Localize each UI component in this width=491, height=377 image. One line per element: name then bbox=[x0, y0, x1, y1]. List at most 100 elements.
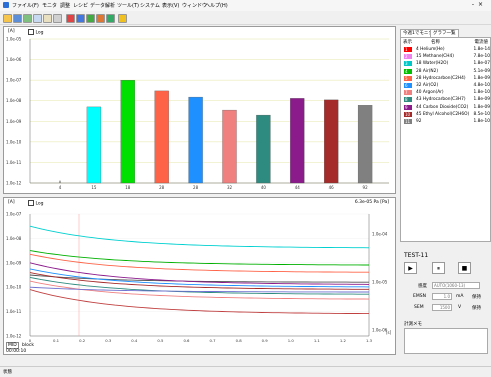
monitor-row[interactable]: 11 92 1.8e-10 bbox=[401, 118, 491, 125]
channel-value: 1.8e-10 bbox=[473, 119, 491, 124]
sensitivity-select[interactable]: AUTO(1060-13) bbox=[432, 282, 480, 289]
x-tick-label: 0 bbox=[29, 338, 32, 343]
trend-line bbox=[29, 253, 369, 273]
spectrum-bar bbox=[222, 109, 237, 184]
channel-color-swatch[interactable] bbox=[404, 54, 412, 60]
emission-state[interactable]: 保持 bbox=[472, 295, 481, 300]
y-right-tick-label: 1.0e-05 bbox=[372, 280, 388, 285]
channel-value: 1.8e-09 bbox=[473, 97, 491, 103]
status-bar: 状態 bbox=[0, 366, 491, 377]
table-icon[interactable] bbox=[86, 14, 95, 23]
grid-icon[interactable] bbox=[76, 14, 85, 23]
monitor-row[interactable]: 8 43 Hydrocarbon(C3H7) 1.8e-09 bbox=[401, 96, 491, 103]
monitor-row[interactable]: 5 28 Hydrocarbon(C2H4) 1.8e-09 bbox=[401, 75, 491, 82]
channel-number: 8 bbox=[405, 97, 408, 103]
channel-color-swatch[interactable] bbox=[404, 47, 412, 52]
monitor-row[interactable]: 9 44 Carbon Dioxide(CO2) 1.8e-09 bbox=[401, 104, 491, 111]
channel-color-swatch[interactable] bbox=[404, 68, 412, 74]
spectrum-chart: 1.0e-05 1.0e-06 1.0e-07 1.0e-08 1.0e-09 1.0e-… bbox=[6, 37, 389, 190]
menu-recipe[interactable]: レシピ bbox=[73, 3, 89, 9]
x-tick-label: 0.6 bbox=[183, 338, 190, 343]
spectrum-bar bbox=[154, 90, 169, 184]
monitor-row[interactable]: 6 32 Air(O2) 4.8e-10 bbox=[401, 82, 491, 89]
stop-button[interactable]: ■ bbox=[458, 262, 471, 274]
channel-number: 7 bbox=[405, 90, 408, 96]
monitor-row[interactable]: 3 18 Water(H2O) 1.8e-07 bbox=[401, 60, 491, 67]
play-button[interactable]: ▶ bbox=[404, 262, 417, 274]
x-tick-label: 40 bbox=[261, 185, 267, 190]
spectrum-bar bbox=[357, 105, 373, 184]
sem-state[interactable]: 保持 bbox=[472, 306, 481, 311]
spectrum-bar bbox=[256, 114, 271, 184]
x-tick-label: 0.5 bbox=[157, 338, 164, 343]
sem-label: SEM bbox=[414, 305, 424, 310]
emission-label: EMSN bbox=[413, 294, 426, 299]
trend-log-checkbox[interactable]: Log bbox=[28, 200, 43, 207]
monitor-row[interactable]: 10 45 Ethyl Alcohol(C2H6O) 8.5e-10 bbox=[401, 111, 491, 118]
save-icon[interactable] bbox=[13, 14, 22, 23]
monitor-row[interactable]: 4 28 Air(N2) 5.1e-09 bbox=[401, 68, 491, 75]
menu-help[interactable]: ヘルプ(H) bbox=[205, 3, 228, 9]
emission-input[interactable]: 1.0 bbox=[432, 293, 452, 300]
pause-button[interactable]: ⏸ bbox=[432, 262, 445, 274]
menu-window[interactable]: ウィンドウ bbox=[182, 3, 208, 9]
sem-input[interactable]: 1500 bbox=[432, 304, 452, 311]
menu-monitor[interactable]: モニタ bbox=[42, 3, 58, 9]
check-icon[interactable] bbox=[106, 14, 115, 23]
trend-line bbox=[29, 276, 369, 295]
copy-icon[interactable] bbox=[33, 14, 42, 23]
spectrum-log-checkbox[interactable]: Log bbox=[28, 29, 43, 36]
minimize-button[interactable]: - bbox=[471, 1, 474, 8]
channel-number: 10 bbox=[405, 111, 411, 117]
star-icon[interactable] bbox=[118, 14, 127, 23]
channel-name: 18 Water(H2O) bbox=[416, 61, 449, 67]
open-icon[interactable] bbox=[3, 14, 12, 23]
menu-analysis[interactable]: データ解析 bbox=[90, 3, 116, 9]
menu-file[interactable]: ファイル(F) bbox=[12, 3, 39, 9]
paste-icon[interactable] bbox=[43, 14, 52, 23]
channel-value: 1.8e-09 bbox=[473, 75, 491, 81]
spectrum-bar bbox=[188, 96, 203, 184]
list-icon[interactable] bbox=[96, 14, 105, 23]
y-tick-label: 1.0e-07 bbox=[6, 78, 22, 83]
channel-value: 7.8e-10 bbox=[473, 54, 491, 60]
print-icon[interactable] bbox=[23, 14, 32, 23]
x-tick-label: 0.7 bbox=[210, 338, 217, 343]
y-right-tick-label: 1.0e-06 bbox=[372, 328, 388, 333]
channel-color-swatch[interactable] bbox=[404, 97, 412, 103]
trend-line bbox=[29, 268, 370, 288]
trend-mode-box[interactable]: MID bbox=[6, 342, 19, 349]
channel-color-swatch[interactable] bbox=[404, 104, 412, 110]
y-tick-label: 1.0e-09 bbox=[6, 260, 22, 265]
menu-system[interactable]: システム bbox=[140, 3, 160, 9]
monitor-row[interactable]: 1 4 Helium(He) 1.8e-14 bbox=[401, 46, 491, 53]
channel-color-swatch[interactable] bbox=[404, 119, 412, 124]
monitor-row[interactable]: 7 40 Argon(Ar) 1.8e-10 bbox=[401, 89, 491, 96]
monitor-table: 表示 名称 電流値 1 4 Helium(He) 1.8e-14 2 15 Methan… bbox=[400, 37, 491, 242]
menu-tools[interactable]: ツール(T) bbox=[117, 3, 139, 9]
close-button[interactable]: × bbox=[477, 1, 483, 8]
channel-color-swatch[interactable] bbox=[404, 90, 412, 96]
channel-color-swatch[interactable] bbox=[404, 111, 412, 117]
menu-adjust[interactable]: 調整 bbox=[60, 3, 71, 9]
channel-name: 92 bbox=[416, 119, 422, 124]
x-tick-label: 1.1 bbox=[314, 338, 321, 343]
monitor-row[interactable]: 2 15 Methane(CH4) 7.8e-10 bbox=[401, 53, 491, 60]
settings-icon[interactable] bbox=[53, 14, 62, 23]
channel-color-swatch[interactable] bbox=[404, 83, 412, 88]
x-tick-label: 28 bbox=[193, 185, 199, 190]
chart-icon[interactable] bbox=[66, 14, 75, 23]
trend-chart: 1.0e-07 1.0e-08 1.0e-09 1.0e-10 1.0e-11 1.0e-… bbox=[6, 212, 392, 344]
channel-color-swatch[interactable] bbox=[404, 75, 412, 81]
menu-view[interactable]: 表示(V) bbox=[162, 3, 180, 9]
trend-line bbox=[29, 274, 369, 283]
toolbar bbox=[0, 11, 491, 25]
comment-textarea[interactable] bbox=[404, 328, 488, 354]
pressure-readout: 6.3e-05 Pa [Pa] bbox=[354, 200, 389, 205]
y-tick-label: 1.0e-10 bbox=[6, 285, 22, 290]
channel-name: 4 Helium(He) bbox=[416, 47, 445, 52]
channel-value: 1.8e-10 bbox=[473, 90, 491, 96]
channel-color-swatch[interactable] bbox=[404, 61, 412, 67]
trend-block-label: block bbox=[22, 343, 34, 348]
channel-number: 3 bbox=[405, 61, 408, 67]
